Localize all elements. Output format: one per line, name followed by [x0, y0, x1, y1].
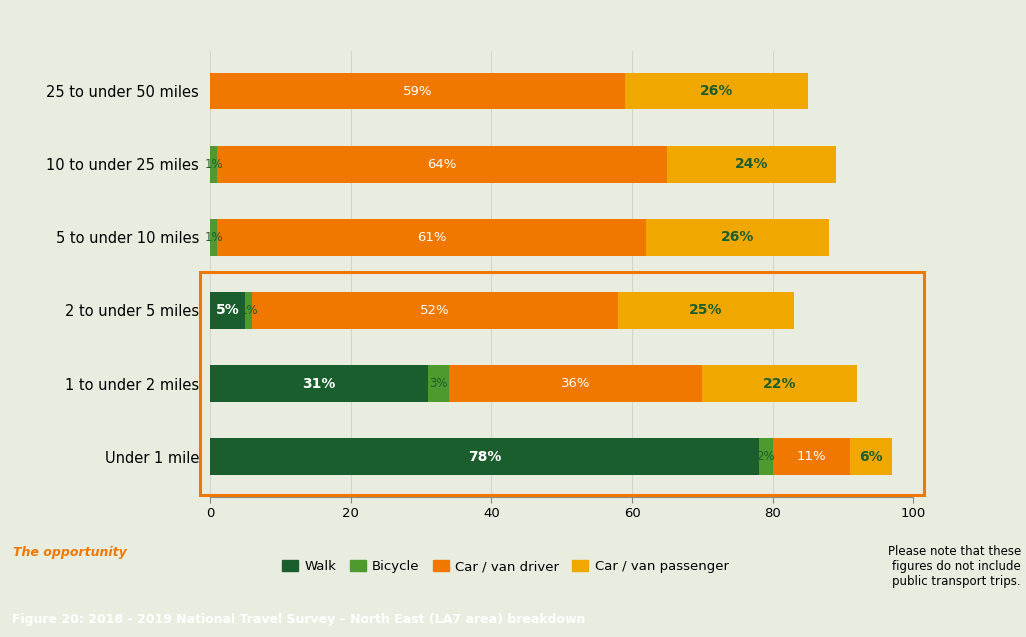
Text: 25%: 25%	[689, 303, 722, 317]
Text: Please note that these
figures do not include
public transport trips.: Please note that these figures do not in…	[887, 545, 1021, 588]
Text: The opportunity: The opportunity	[13, 546, 127, 559]
Bar	[210, 146, 218, 183]
Text: 52%: 52%	[421, 304, 450, 317]
Text: 2%: 2%	[756, 450, 775, 463]
Bar	[210, 219, 218, 255]
Bar	[210, 73, 625, 110]
Bar	[245, 292, 252, 329]
Bar	[210, 365, 428, 402]
Bar	[773, 438, 850, 475]
Text: 26%: 26%	[720, 231, 754, 245]
Text: 78%: 78%	[468, 450, 501, 464]
Text: 26%: 26%	[700, 84, 733, 98]
Text: Figure 20: 2018 - 2019 National Travel Survey – North East (LA7 area) breakdown: Figure 20: 2018 - 2019 National Travel S…	[12, 613, 586, 626]
Bar	[667, 146, 836, 183]
Bar	[618, 292, 794, 329]
Text: 3%: 3%	[430, 377, 448, 390]
Text: 36%: 36%	[561, 377, 591, 390]
Text: 5%: 5%	[216, 303, 240, 317]
Text: 59%: 59%	[403, 85, 432, 97]
Text: 31%: 31%	[303, 376, 336, 390]
Text: 1%: 1%	[240, 304, 259, 317]
Bar	[210, 438, 758, 475]
Bar	[428, 365, 449, 402]
Bar	[646, 219, 829, 255]
Bar	[758, 438, 773, 475]
Legend: Walk, Bicycle, Car / van driver, Car / van passenger: Walk, Bicycle, Car / van driver, Car / v…	[277, 555, 735, 578]
Bar	[702, 365, 857, 402]
Text: 11%: 11%	[796, 450, 826, 463]
Text: 24%: 24%	[735, 157, 768, 171]
Bar	[218, 146, 667, 183]
Text: 64%: 64%	[428, 158, 457, 171]
Bar	[252, 292, 618, 329]
Bar	[625, 73, 807, 110]
Text: 1%: 1%	[204, 158, 224, 171]
Text: 22%: 22%	[763, 376, 796, 390]
Text: 1%: 1%	[204, 231, 224, 244]
Bar	[210, 292, 245, 329]
Text: 6%: 6%	[859, 450, 882, 464]
Text: 61%: 61%	[417, 231, 446, 244]
Bar	[850, 438, 892, 475]
Bar	[218, 219, 646, 255]
Bar	[449, 365, 702, 402]
